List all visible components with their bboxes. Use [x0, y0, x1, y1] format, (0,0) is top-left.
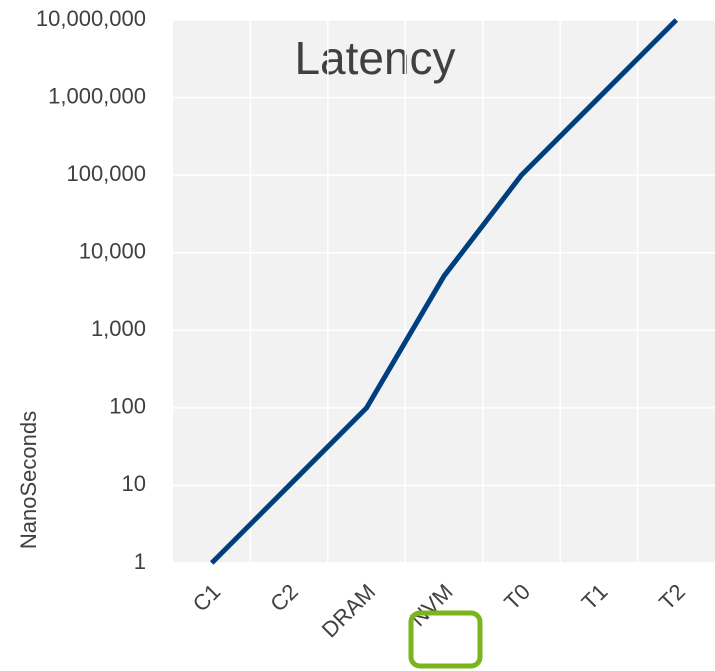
highlight-box: [408, 610, 483, 669]
y-axis-label: NanoSeconds: [16, 411, 41, 549]
y-tick-label: 100: [109, 394, 146, 419]
x-tick-label: T2: [654, 579, 690, 615]
x-tick-label: C2: [265, 579, 303, 617]
y-tick-label: 10: [122, 471, 146, 496]
y-tick-label: 1,000: [91, 316, 146, 341]
y-tick-label: 1: [134, 549, 146, 574]
y-tick-label: 10,000,000: [36, 6, 146, 31]
series-line: [209, 18, 679, 565]
x-tick-label: DRAM: [317, 579, 380, 642]
plot-area: [173, 20, 715, 563]
x-tick-label: C1: [188, 579, 226, 617]
y-tick-label: 10,000: [79, 239, 146, 264]
y-tick-label: 1,000,000: [48, 83, 146, 108]
chart-title: Latency: [294, 32, 455, 84]
x-tick-label: T1: [577, 579, 613, 615]
y-tick-label: 100,000: [66, 161, 146, 186]
x-tick-label: T0: [499, 579, 535, 615]
